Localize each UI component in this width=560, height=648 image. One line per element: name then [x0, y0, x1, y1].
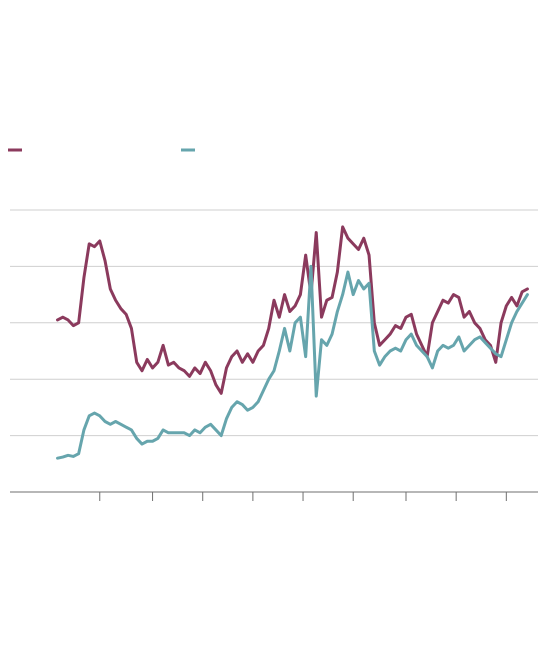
series-group — [56, 225, 529, 460]
gridlines — [10, 209, 538, 437]
series-line-1 — [56, 225, 529, 395]
series-line-2 — [56, 264, 529, 460]
x-axis — [10, 491, 538, 501]
